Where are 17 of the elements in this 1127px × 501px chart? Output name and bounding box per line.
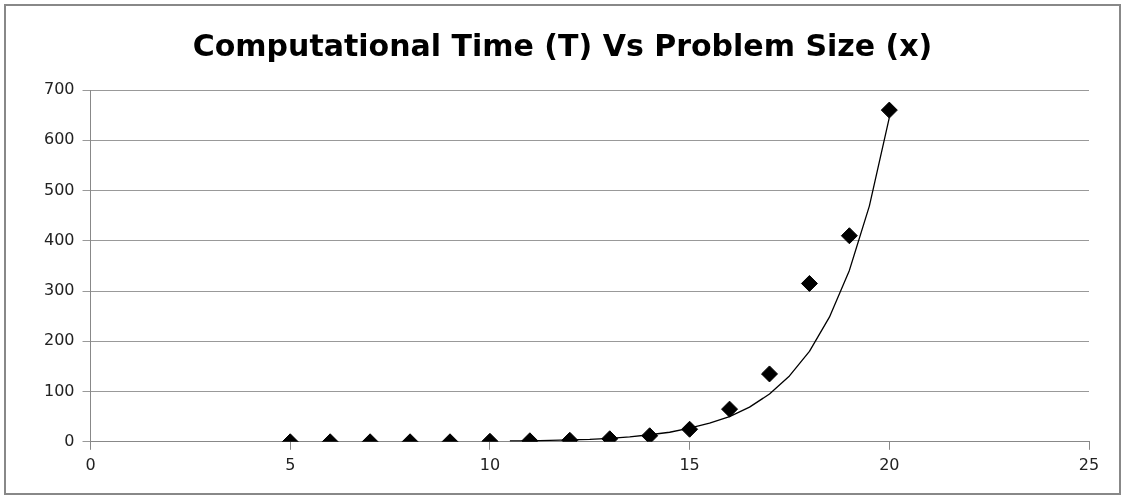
y-tick-label: 200 <box>43 330 75 350</box>
x-tick-label: 20 <box>879 454 900 474</box>
point <box>840 227 858 245</box>
y-tick-label: 700 <box>43 79 75 99</box>
x-tick-label: 0 <box>85 454 96 474</box>
x-tick-label: 5 <box>285 454 296 474</box>
y-tick-label: 100 <box>43 380 75 400</box>
y-tick-label: 400 <box>43 229 75 249</box>
y-tick-label: 300 <box>43 280 75 300</box>
x-tick-label: 10 <box>479 454 501 474</box>
y-tick-label: 500 <box>43 179 75 199</box>
y-tick-label: 600 <box>43 129 75 149</box>
point <box>800 274 818 292</box>
x-tick-label: 25 <box>1078 454 1100 474</box>
x-tick-label: 15 <box>679 454 700 474</box>
y-tick-label: 0 <box>64 430 75 450</box>
chart-title: Computational Time (T) Vs Problem Size (x) <box>192 27 933 63</box>
